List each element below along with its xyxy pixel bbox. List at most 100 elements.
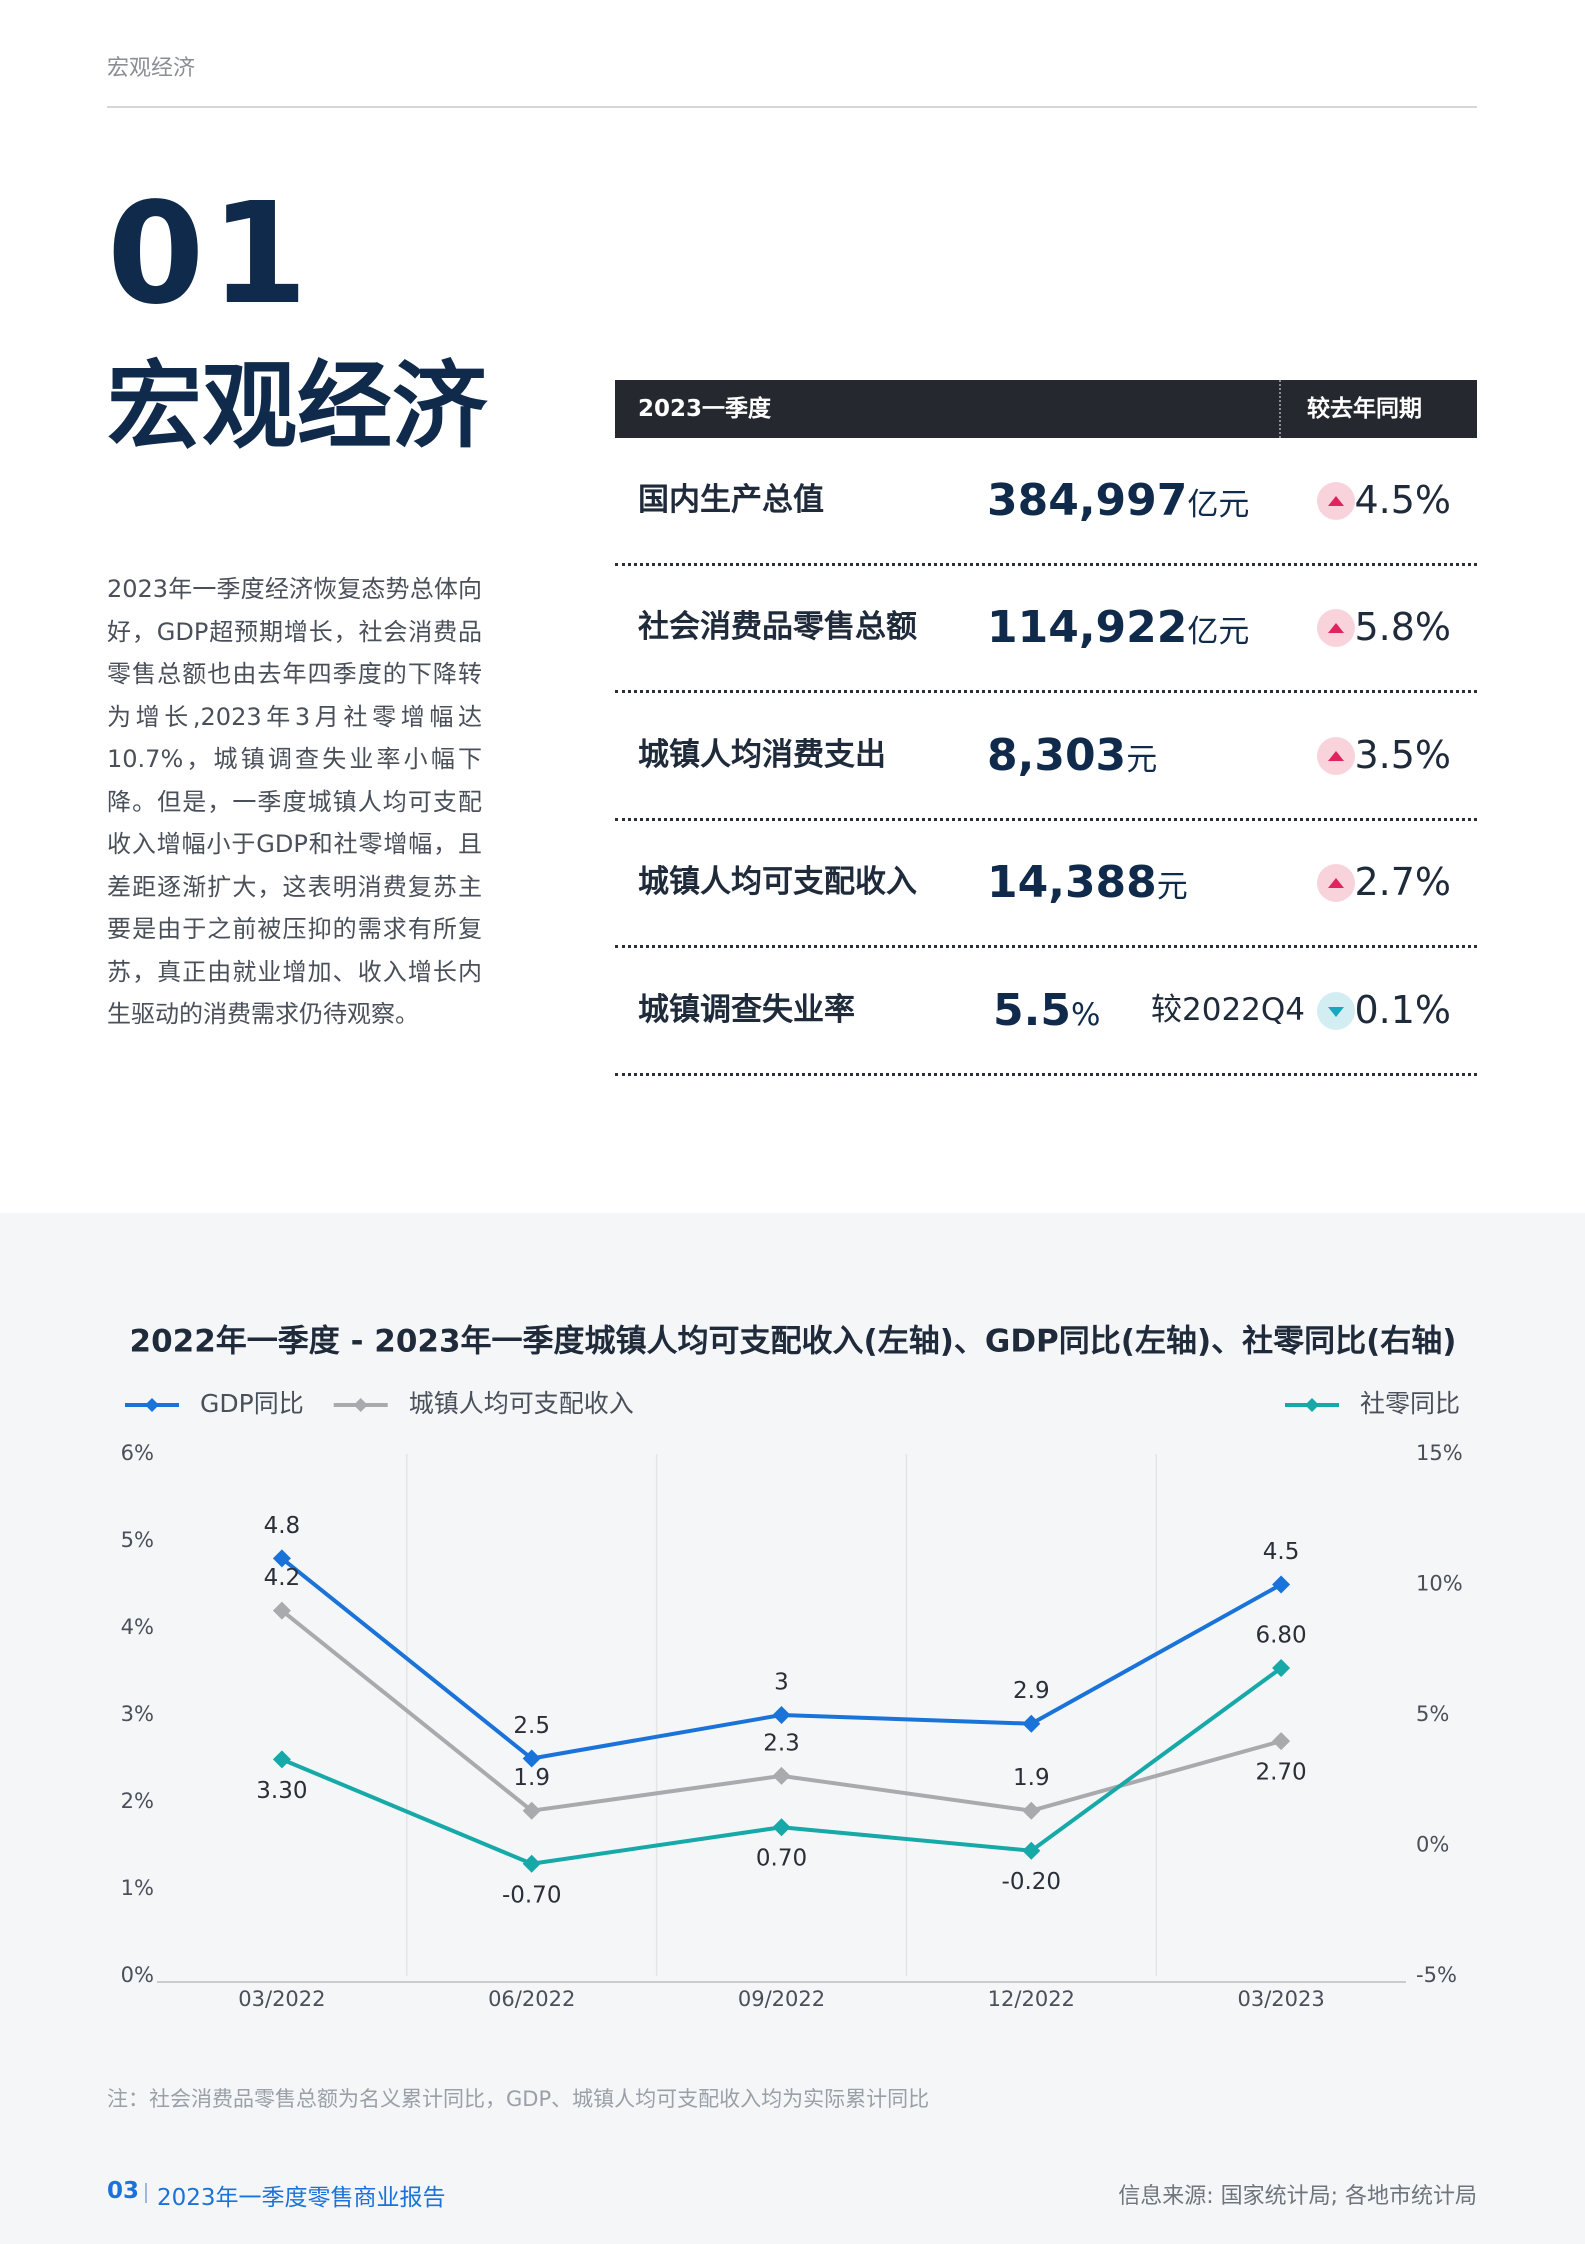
chart-title: 2022年一季度 - 2023年一季度城镇人均可支配收入(左轴)、GDP同比(左… [130, 1324, 1457, 1360]
data-label: 4.2 [264, 1565, 301, 1591]
data-label: 6.80 [1255, 1623, 1306, 1649]
section-number: 01 [107, 173, 314, 336]
intro-text: 2023年一季度经济恢复态势总体向好，GDP超预期增长，社会消费品零售总额也由去… [107, 575, 482, 1028]
chart-background [0, 1213, 1585, 2244]
y-tick-label: 0% [121, 1963, 154, 1987]
source: 信息来源: 国家统计局; 各地市统计局 [1118, 2184, 1477, 2209]
data-label: 3 [774, 1670, 789, 1696]
data-point [772, 1818, 791, 1837]
x-tick-label: 06/2022 [488, 1987, 575, 2011]
table-row: 城镇人均消费支出 8,303元 3.5% [615, 693, 1477, 821]
value-number: 384,997 [987, 475, 1188, 526]
data-label: 4.5 [1263, 1539, 1300, 1565]
value-unit: 元 [1156, 869, 1188, 906]
header-rule [107, 106, 1477, 108]
y2-tick-label: 5% [1416, 1702, 1449, 1726]
change-value: 5.8% [1354, 605, 1451, 650]
value-unit: % [1070, 996, 1101, 1033]
change-badge [1317, 864, 1355, 903]
data-label: 1.9 [1013, 1765, 1050, 1791]
header-separator [1279, 380, 1281, 438]
value-number: 5.5 [993, 984, 1071, 1036]
data-label: 0.70 [756, 1846, 807, 1872]
value-number: 8,303 [987, 729, 1127, 781]
compare-label: 较2022Q4 [1151, 991, 1306, 1028]
legend-label: 社零同比 [1360, 1389, 1460, 1418]
data-label: 2.3 [763, 1730, 800, 1756]
y-tick-label: 6% [121, 1441, 154, 1465]
chart: 2022年一季度 - 2023年一季度城镇人均可支配收入(左轴)、GDP同比(左… [121, 1324, 1463, 2012]
x-tick-label: 09/2022 [738, 1987, 825, 2011]
value-unit: 元 [1126, 741, 1158, 778]
data-label: -0.70 [502, 1882, 562, 1908]
y-tick-label: 3% [121, 1702, 154, 1726]
data-point [1022, 1801, 1041, 1820]
legend-marker [353, 1398, 368, 1412]
row-value: 5.5% [993, 948, 1100, 1082]
row-label: 社会消费品零售总额 [638, 609, 917, 646]
arrow-down [1328, 1006, 1344, 1017]
data-label: 2.9 [1013, 1678, 1050, 1704]
column-header: 较去年同期 [1307, 396, 1422, 422]
change-badge [1317, 991, 1355, 1030]
change-value: 0.1% [1354, 987, 1451, 1032]
x-tick-label: 03/2023 [1237, 1987, 1324, 2011]
y2-tick-label: 0% [1416, 1833, 1449, 1857]
table-row: 城镇人均可支配收入 14,388元 2.7% [615, 820, 1477, 949]
section-title: 宏观经济 [107, 352, 488, 462]
data-label: 3.30 [256, 1778, 307, 1804]
y-tick-label: 2% [121, 1789, 154, 1813]
change-badge [1317, 482, 1355, 520]
data-point [272, 1549, 291, 1568]
data-point [1022, 1841, 1041, 1860]
data-point [522, 1801, 541, 1820]
legend-label: 城镇人均可支配收入 [409, 1389, 634, 1418]
data-point [772, 1706, 791, 1724]
data-point [522, 1854, 541, 1873]
y-tick-label: 5% [121, 1528, 154, 1552]
value-number: 114,922 [987, 602, 1188, 654]
change-value: 4.5% [1354, 478, 1451, 522]
data-label: 1.9 [513, 1765, 550, 1791]
data-point [1272, 1659, 1291, 1678]
table-row: 城镇调查失业率 5.5% 较2022Q4 0.1% [615, 948, 1477, 1076]
row-value: 14,388元 [987, 820, 1188, 954]
x-tick-label: 03/2022 [238, 1987, 325, 2011]
report-name: 2023年一季度零售商业报告 [157, 2185, 446, 2211]
value-number: 14,388 [987, 857, 1157, 909]
table-row: 国内生产总值 384,997亿元 4.5% [615, 438, 1477, 566]
note: 注：社会消费品零售总额为名义累计同比，GDP、城镇人均可支配收入均为实际累计同比 [107, 2087, 930, 2111]
data-point [1272, 1575, 1291, 1594]
arrow-up [1328, 623, 1344, 634]
table-row: 社会消费品零售总额 114,922亿元 5.8% [615, 565, 1477, 694]
y-tick-label: 1% [121, 1876, 154, 1900]
data-label: 4.8 [264, 1513, 301, 1539]
row-value: 114,922亿元 [987, 565, 1249, 699]
row-label: 国内生产总值 [638, 482, 824, 518]
header-label: 宏观经济 [107, 56, 196, 81]
data-label: -0.20 [1002, 1869, 1062, 1895]
change-value: 2.7% [1354, 860, 1451, 905]
value-unit: 亿元 [1187, 614, 1250, 651]
y2-tick-label: 10% [1416, 1572, 1463, 1596]
column-header: 2023一季度 [638, 396, 772, 422]
data-point [522, 1749, 541, 1768]
data-label: 2.70 [1255, 1760, 1306, 1786]
legend-marker [1305, 1398, 1319, 1412]
arrow-up [1328, 750, 1344, 761]
data-point [1272, 1732, 1291, 1751]
data-point [772, 1766, 791, 1785]
legend-marker [145, 1398, 159, 1412]
data-label: 2.5 [513, 1713, 550, 1739]
footer-separator [145, 2183, 147, 2203]
arrow-up [1328, 496, 1344, 506]
row-label: 城镇调查失业率 [638, 991, 855, 1028]
y2-tick-label: 15% [1416, 1441, 1463, 1465]
row-value: 8,303元 [987, 693, 1157, 827]
value-unit: 亿元 [1187, 487, 1250, 523]
legend-label: GDP同比 [200, 1389, 304, 1418]
data-point [272, 1601, 291, 1620]
x-tick-label: 12/2022 [988, 1987, 1075, 2011]
